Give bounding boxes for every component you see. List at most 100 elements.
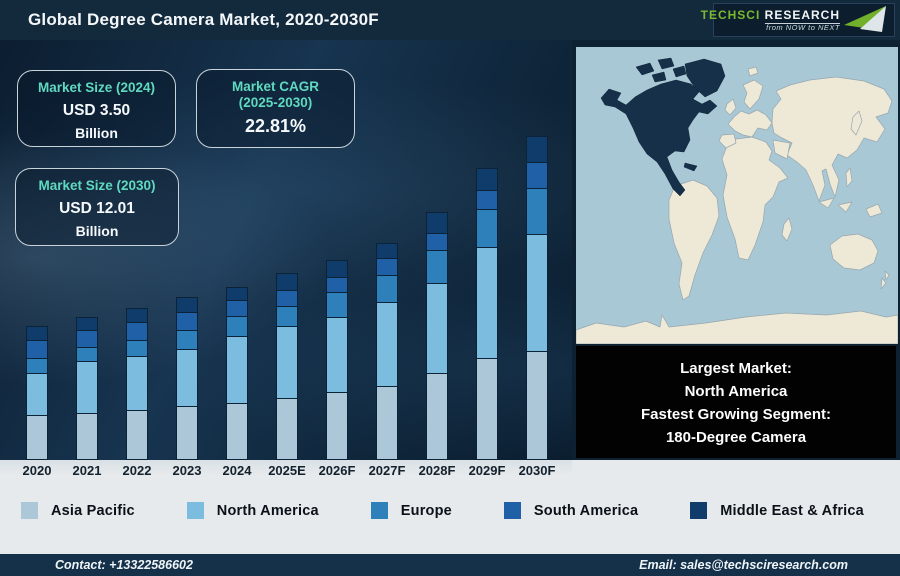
island-sumatra xyxy=(818,197,835,209)
x-tick-label: 2021 xyxy=(72,463,102,478)
legend-swatch-icon xyxy=(186,502,204,519)
legend-item: Asia Pacific xyxy=(21,502,135,519)
bar-segment xyxy=(426,373,448,460)
bar-2020 xyxy=(26,326,48,460)
island-britain xyxy=(724,98,737,116)
bar-2026F xyxy=(326,260,348,460)
logo-arrow-icon xyxy=(844,6,886,32)
bar-segment xyxy=(426,283,448,373)
legend-label: Middle East & Africa xyxy=(720,502,864,519)
bar-segment xyxy=(376,302,398,386)
highlight-arctic-island-1 xyxy=(635,62,655,76)
region-arabia xyxy=(772,139,791,160)
island-madagascar xyxy=(781,217,793,242)
bar-segment xyxy=(26,358,48,373)
bar-segment xyxy=(226,287,248,300)
market-cagr-card: Market CAGR (2025-2030) 22.81% xyxy=(196,69,355,148)
bar-segment xyxy=(226,403,248,460)
bar-segment xyxy=(476,168,498,190)
highlight-arctic-island-4 xyxy=(651,71,667,83)
legend-item: Middle East & Africa xyxy=(690,502,864,519)
bar-segment xyxy=(276,326,298,398)
bar-segment xyxy=(426,233,448,250)
chart-panel: Market Size (2024) USD 3.50 Billion Mark… xyxy=(0,40,572,460)
continent-asia xyxy=(771,76,893,202)
bar-segment xyxy=(476,190,498,209)
highlight-cuba xyxy=(683,162,698,172)
x-tick-label: 2023 xyxy=(172,463,202,478)
card-title: Market Size (2030) xyxy=(38,178,156,193)
bar-segment xyxy=(276,290,298,306)
bar-segment xyxy=(26,373,48,415)
bar-segment xyxy=(126,308,148,322)
highlight-arctic-island-2 xyxy=(657,57,675,70)
bar-segment xyxy=(76,330,98,347)
x-tick-label: 2027F xyxy=(368,463,406,478)
bar-segment xyxy=(126,340,148,356)
bar-segment xyxy=(526,162,548,188)
legend-label: North America xyxy=(216,502,319,519)
card-value: USD 12.01 xyxy=(59,200,135,217)
bar-segment xyxy=(176,330,198,349)
bar-segment xyxy=(276,273,298,290)
bar-segment xyxy=(76,361,98,413)
world-map xyxy=(576,47,898,344)
bar-segment xyxy=(526,188,548,234)
bar-segment xyxy=(526,136,548,162)
bar-segment xyxy=(26,340,48,358)
card-value: USD 3.50 xyxy=(62,102,131,119)
logo-tagline: from NOW to NEXT xyxy=(766,22,840,32)
largest-market-callout: Largest Market: North America Fastest Gr… xyxy=(576,346,896,458)
card-unit: Billion xyxy=(75,125,118,141)
x-tick-label: 2029F xyxy=(468,463,506,478)
bar-segment xyxy=(426,250,448,283)
bar-segment xyxy=(276,398,298,460)
x-axis-labels: 2020 2021 2022 2023 2024 2025E 2026F 2027F 2028F… xyxy=(0,460,572,482)
legend-item: North America xyxy=(186,502,319,519)
bar-segment xyxy=(276,306,298,326)
bar-segment xyxy=(126,410,148,460)
footer: Contact: +13322586602 Email: sales@techs… xyxy=(0,554,900,576)
callout-line: Fastest Growing Segment: xyxy=(640,406,832,423)
bar-segment xyxy=(326,292,348,317)
bar-segment xyxy=(376,243,398,258)
bar-2029F xyxy=(476,168,498,460)
bar-2027F xyxy=(376,243,398,460)
bar-segment xyxy=(376,275,398,302)
logo-brand: TechSci Research xyxy=(701,7,840,24)
bar-segment xyxy=(376,258,398,275)
callout-line: 180-Degree Camera xyxy=(665,429,807,446)
legend-swatch-icon xyxy=(503,502,521,519)
stacked-bar-chart xyxy=(0,40,572,460)
legend-label: Europe xyxy=(400,502,452,519)
bar-segment xyxy=(476,358,498,460)
bar-segment xyxy=(326,260,348,277)
island-japan xyxy=(850,110,863,136)
bar-segment xyxy=(176,297,198,312)
x-tick-label: 2026F xyxy=(318,463,356,478)
callout-line: North America xyxy=(684,383,788,400)
header: Global Degree Camera Market, 2020-2030F … xyxy=(0,0,900,40)
bar-2030F xyxy=(526,136,548,460)
bar-segment xyxy=(26,326,48,340)
bar-2023 xyxy=(176,297,198,460)
legend-item: South America xyxy=(503,502,638,519)
bar-2022 xyxy=(126,308,148,460)
bar-2021 xyxy=(76,317,98,460)
bar-segment xyxy=(526,351,548,460)
chart-legend: Asia Pacific North America Europe South Ame… xyxy=(0,502,900,519)
techsci-logo: TechSci Research from NOW to NEXT xyxy=(701,3,895,37)
bar-2028F xyxy=(426,212,448,460)
market-size-2024-card: Market Size (2024) USD 3.50 Billion xyxy=(17,70,176,147)
island-iceland xyxy=(747,66,759,77)
bar-segment xyxy=(26,415,48,460)
bar-segment xyxy=(176,349,198,406)
bar-segment xyxy=(176,312,198,330)
bar-segment xyxy=(326,277,348,292)
x-tick-label: 2020 xyxy=(22,463,52,478)
bar-segment xyxy=(76,347,98,361)
bar-segment xyxy=(326,317,348,392)
bar-segment xyxy=(76,413,98,460)
bar-segment xyxy=(476,247,498,358)
